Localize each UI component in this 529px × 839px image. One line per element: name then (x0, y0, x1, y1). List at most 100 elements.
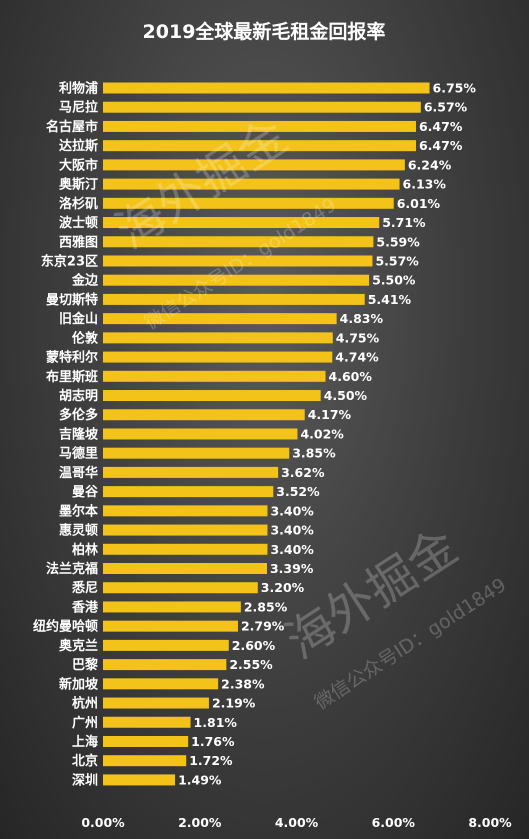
category-label: 奥克兰 (59, 638, 98, 654)
category-label: 法兰克福 (46, 561, 98, 577)
category-label: 曼切斯特 (46, 292, 98, 308)
category-label: 胡志明 (59, 388, 98, 404)
bar (103, 543, 268, 555)
bar (103, 217, 380, 229)
bar (103, 274, 370, 286)
value-label: 3.40% (270, 523, 314, 538)
category-label: 柏林 (72, 542, 98, 558)
bar (103, 505, 268, 517)
bar (103, 101, 421, 113)
value-label: 4.74% (335, 350, 379, 365)
value-label: 4.17% (308, 407, 352, 422)
value-label: 6.24% (408, 157, 452, 172)
category-label: 名古屋市 (46, 119, 98, 135)
value-label: 1.81% (194, 715, 238, 730)
value-label: 2.38% (221, 676, 265, 691)
bar (103, 659, 227, 671)
value-label: 1.76% (191, 734, 235, 749)
bar (103, 601, 241, 613)
category-label: 杭州 (72, 696, 98, 712)
category-label: 上海 (72, 734, 98, 750)
bar (103, 447, 290, 459)
category-label: 东京23区 (41, 253, 98, 269)
value-label: 1.49% (178, 772, 222, 787)
value-label: 4.50% (324, 388, 368, 403)
category-label: 北京 (72, 753, 98, 769)
bar (103, 678, 219, 690)
category-label: 金边 (71, 273, 99, 289)
value-label: 2.60% (232, 638, 276, 653)
bar (103, 120, 416, 132)
value-label: 5.59% (376, 234, 420, 249)
category-label: 墨尔本 (59, 503, 98, 519)
chart-title: 2019全球最新毛租金回报率 (143, 20, 386, 43)
x-tick-label: 6.00% (372, 815, 416, 830)
value-label: 4.83% (340, 311, 384, 326)
category-label: 达拉斯 (59, 138, 98, 154)
x-tick-label: 0.00% (81, 815, 125, 830)
category-label: 洛杉矶 (59, 196, 98, 212)
category-label: 奥斯汀 (59, 177, 98, 193)
value-label: 3.62% (281, 465, 325, 480)
category-label: 布里斯班 (46, 369, 98, 385)
bar (103, 486, 274, 498)
category-label: 广州 (72, 715, 98, 731)
value-label: 6.57% (424, 100, 468, 115)
category-label: 深圳 (72, 772, 98, 788)
value-label: 3.85% (292, 446, 336, 461)
value-label: 5.57% (375, 253, 419, 268)
bar (103, 159, 405, 171)
bar (103, 620, 238, 632)
x-tick-label: 2.00% (178, 815, 222, 830)
bar (103, 140, 416, 152)
category-label: 多伦多 (59, 407, 98, 423)
category-label: 惠灵顿 (59, 523, 98, 539)
category-label: 伦敦 (72, 330, 99, 346)
category-label: 西雅图 (59, 234, 98, 250)
category-labels: 利物浦马尼拉名古屋市达拉斯大阪市奥斯汀洛杉矶波士顿西雅图东京23区金边曼切斯特旧… (33, 81, 99, 789)
category-label: 香港 (71, 599, 99, 615)
x-tick-label: 4.00% (275, 815, 319, 830)
value-label: 1.72% (189, 753, 233, 768)
value-label: 6.47% (419, 119, 463, 134)
category-label: 温哥华 (59, 465, 98, 481)
bar (103, 716, 191, 728)
value-label: 6.13% (403, 177, 447, 192)
category-label: 新加坡 (59, 676, 99, 692)
bar (103, 332, 333, 344)
category-label: 利物浦 (59, 81, 98, 97)
bar (103, 197, 394, 209)
bar (103, 563, 267, 574)
value-label: 6.01% (397, 196, 441, 211)
bar (103, 293, 365, 305)
value-label: 2.55% (229, 657, 273, 672)
category-label: 蒙特利尔 (46, 350, 98, 366)
bars (103, 82, 430, 786)
bar (103, 255, 373, 267)
bar (103, 178, 400, 190)
bar (103, 313, 337, 325)
bar (103, 466, 279, 478)
value-label: 2.85% (244, 599, 288, 614)
category-label: 纽约曼哈顿 (33, 619, 98, 635)
bar (103, 236, 374, 248)
bar (103, 390, 321, 402)
bar (103, 755, 187, 767)
category-label: 吉隆坡 (59, 426, 99, 442)
value-label: 3.39% (270, 561, 314, 576)
value-label: 6.47% (419, 138, 463, 153)
bar (103, 82, 430, 94)
value-label: 3.52% (276, 484, 320, 499)
value-label: 5.41% (368, 292, 412, 307)
value-label: 3.40% (270, 503, 314, 518)
bar (103, 774, 176, 786)
category-label: 悉尼 (71, 580, 98, 596)
bar (103, 409, 305, 421)
x-axis-ticks: 0.00% 2.00% 4.00% 6.00% 8.00% (81, 815, 512, 830)
value-label: 2.19% (212, 696, 256, 711)
value-label: 4.60% (329, 369, 373, 384)
category-label: 马德里 (59, 446, 98, 462)
bar (103, 351, 333, 363)
category-label: 曼谷 (72, 484, 99, 500)
